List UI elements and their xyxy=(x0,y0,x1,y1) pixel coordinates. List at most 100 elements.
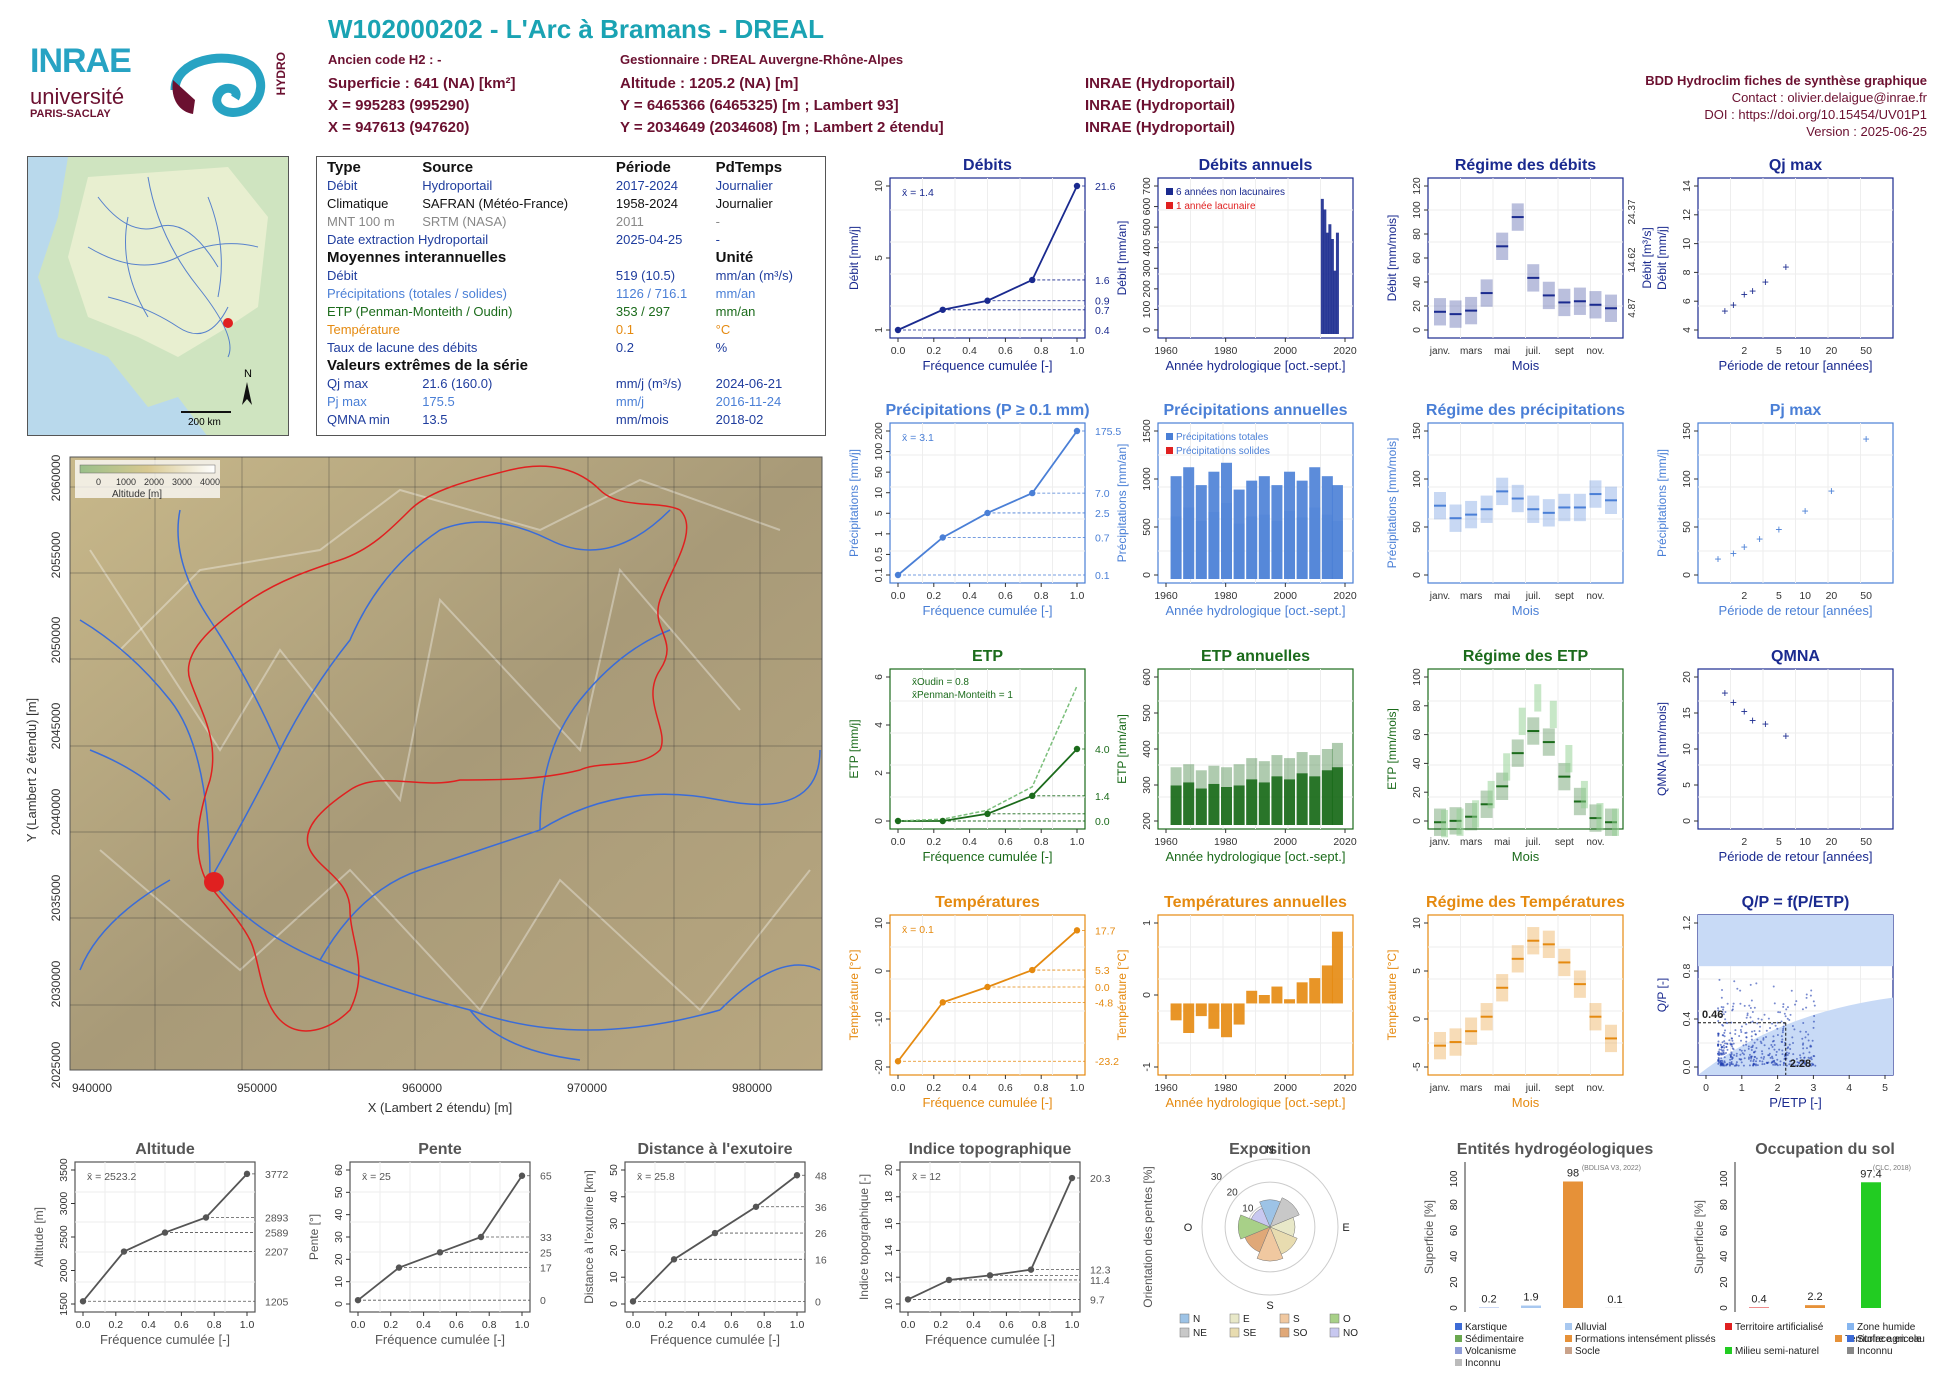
precipitations-xtick: 0.8 xyxy=(1034,590,1049,602)
qp_petp-dot xyxy=(1720,1053,1723,1056)
qp_petp-dot xyxy=(1720,1006,1723,1009)
qp_petp-dot xyxy=(1746,1012,1749,1015)
precip_annuelles-bar xyxy=(1170,476,1182,579)
regime_etp-month: janv. xyxy=(1429,837,1450,848)
qp_petp-dot xyxy=(1776,1027,1779,1030)
qp_petp-lower-band xyxy=(1698,997,1893,1075)
qp_petp-dot xyxy=(1782,1027,1785,1030)
contact[interactable]: Contact : olivier.delaigue@inrae.fr xyxy=(1731,90,1927,105)
precipitations-ytick: 50 xyxy=(873,466,885,478)
qp_petp-xtick: 2 xyxy=(1775,1082,1781,1094)
qp_petp-dot xyxy=(1772,985,1775,988)
pente-right-label: 0 xyxy=(540,1295,546,1307)
occupation-ylabel: Superficie [%] xyxy=(1692,1200,1706,1274)
qp_petp-dot xyxy=(1723,1035,1726,1038)
temp_annuelles-xtick: 2020 xyxy=(1333,1082,1357,1094)
row-clim-per: 1958-2024 xyxy=(615,196,679,211)
qp_petp-dot xyxy=(1721,1023,1724,1026)
pj_max-ytick: 150 xyxy=(1681,422,1693,440)
debits_annuels-legend-key xyxy=(1166,188,1173,195)
etp_annuelles-xtick: 2020 xyxy=(1333,836,1357,848)
qp_petp-dot xyxy=(1740,1025,1743,1028)
row-date-pd: - xyxy=(715,232,721,247)
qp_petp-dot xyxy=(1747,1047,1750,1050)
altitude-xtick: 0.6 xyxy=(174,1319,189,1331)
temperatures-right-label: 17.7 xyxy=(1095,925,1116,937)
pente-mean: x̄ = 25 xyxy=(362,1171,391,1183)
debits-chart: Débits Fréquence cumulée [-] Débit [mm/j] 0… xyxy=(847,157,1116,373)
hydrogeo-title: Entités hydrogéologiques xyxy=(1457,1141,1654,1158)
distance-ytick: 10 xyxy=(608,1271,620,1283)
exposition-compass: N xyxy=(1266,1144,1274,1156)
occupation-bar xyxy=(1805,1305,1825,1308)
temperatures-xtick: 0.8 xyxy=(1034,1082,1049,1094)
qmna-chart: QMNA Période de retour [années] QMNA [mm/m… xyxy=(1655,648,1894,864)
exposition-ring xyxy=(1224,1181,1316,1273)
precip_annuelles-legend: Précipitations totales xyxy=(1176,432,1268,443)
qp_petp-dot xyxy=(1750,999,1753,1002)
regime_precip-month: sept xyxy=(1555,591,1574,602)
temperatures-chart: Températures Fréquence cumulée [-] Tempéra… xyxy=(847,894,1119,1110)
map-ytick-0: 2060000 xyxy=(49,454,63,501)
qp_petp-dot xyxy=(1718,978,1721,981)
precip_annuelles-bar xyxy=(1183,467,1195,579)
etp-right-label: 0.0 xyxy=(1095,816,1110,828)
debits_annuels-xlabel: Année hydrologique [oct.-sept.] xyxy=(1166,358,1346,373)
pj_max-title: Pj max xyxy=(1770,402,1822,419)
qp_petp-dot xyxy=(1744,1031,1747,1034)
debits-xtick: 0.8 xyxy=(1034,345,1049,357)
qp_petp-dot xyxy=(1730,1053,1733,1056)
pj_max-point: + xyxy=(1828,484,1835,498)
precipitations-ytick: 100 xyxy=(873,443,885,461)
pente-xtick: 0.0 xyxy=(351,1319,366,1331)
precip_annuelles-bar xyxy=(1331,485,1343,579)
gestionnaire: Gestionnaire : DREAL Auvergne-Rhône-Alpe… xyxy=(620,52,904,67)
occupation-bar xyxy=(1749,1307,1769,1308)
pente-ytick: 10 xyxy=(333,1276,345,1288)
hydrogeo-legend-key xyxy=(1565,1323,1572,1330)
etp-xlabel: Fréquence cumulée [-] xyxy=(922,849,1052,864)
exposition-legend: O xyxy=(1343,1314,1351,1325)
qp_petp-dot xyxy=(1765,1029,1768,1032)
qp_petp-dot xyxy=(1758,1030,1761,1033)
qp_petp-dot xyxy=(1768,1047,1771,1050)
qp_petp-dot xyxy=(1809,994,1812,997)
map-frame xyxy=(69,456,823,1071)
qp_petp-dot xyxy=(1722,1051,1725,1054)
indice-title: Indice topographique xyxy=(909,1141,1072,1158)
qp_petp-dot xyxy=(1730,1037,1733,1040)
regime_etp-month: juil. xyxy=(1525,837,1541,848)
debits-xtick: 0.2 xyxy=(926,345,941,357)
qp_petp-dot xyxy=(1810,1064,1813,1067)
debits-xtick: 1.0 xyxy=(1070,345,1085,357)
occupation-legend: Territoire agricole xyxy=(1845,1334,1922,1345)
qj_max-xlabel: Période de retour [années] xyxy=(1719,358,1873,373)
qp_petp-dot xyxy=(1725,1042,1728,1045)
indice-xtick: 0.0 xyxy=(901,1319,916,1331)
debits_annuels-bar xyxy=(1330,239,1334,334)
altitude-chart: Altitude Fréquence cumulée [-] Altitude [m… xyxy=(32,1141,289,1347)
qmna-xtick: 10 xyxy=(1799,836,1811,848)
regime_precip-ytick: 0 xyxy=(1411,572,1423,578)
precipitations-ytick: 0.1 xyxy=(873,568,885,583)
precip_annuelles-bar xyxy=(1221,462,1233,579)
regime_debits-xlabel: Mois xyxy=(1512,358,1540,373)
row-clim-pd: Journalier xyxy=(715,196,773,211)
debits-ylabel: Débit [mm/j] xyxy=(847,226,861,290)
doi-link[interactable]: DOI : https://doi.org/10.15454/UV01P1 xyxy=(1704,107,1927,122)
exposition-legend: NO xyxy=(1343,1328,1358,1339)
north-arrow-icon xyxy=(242,382,252,405)
inrae-logo: INRAE xyxy=(30,42,132,80)
qj_max-chart: Qj max Période de retour [années] Débit [m… xyxy=(1655,157,1894,373)
qp_petp-dot xyxy=(1717,1057,1720,1060)
etp_annuelles-bar xyxy=(1233,785,1245,825)
qp_petp-dot xyxy=(1731,1057,1734,1060)
qj_max-ytick: 6 xyxy=(1681,298,1693,304)
exposition-legend-key xyxy=(1279,1327,1290,1338)
y-lambert2: Y = 2034649 (2034608) [m ; Lambert 2 éte… xyxy=(620,119,944,136)
temp_annuelles-xlabel: Année hydrologique [oct.-sept.] xyxy=(1166,1095,1346,1110)
etp_annuelles-bar xyxy=(1246,779,1258,825)
etp_annuelles-xtick: 1960 xyxy=(1154,836,1178,848)
etp_annuelles-chart: ETP annuelles Année hydrologique [oct.-se… xyxy=(1115,648,1357,864)
qp_petp-dot xyxy=(1761,1063,1764,1066)
